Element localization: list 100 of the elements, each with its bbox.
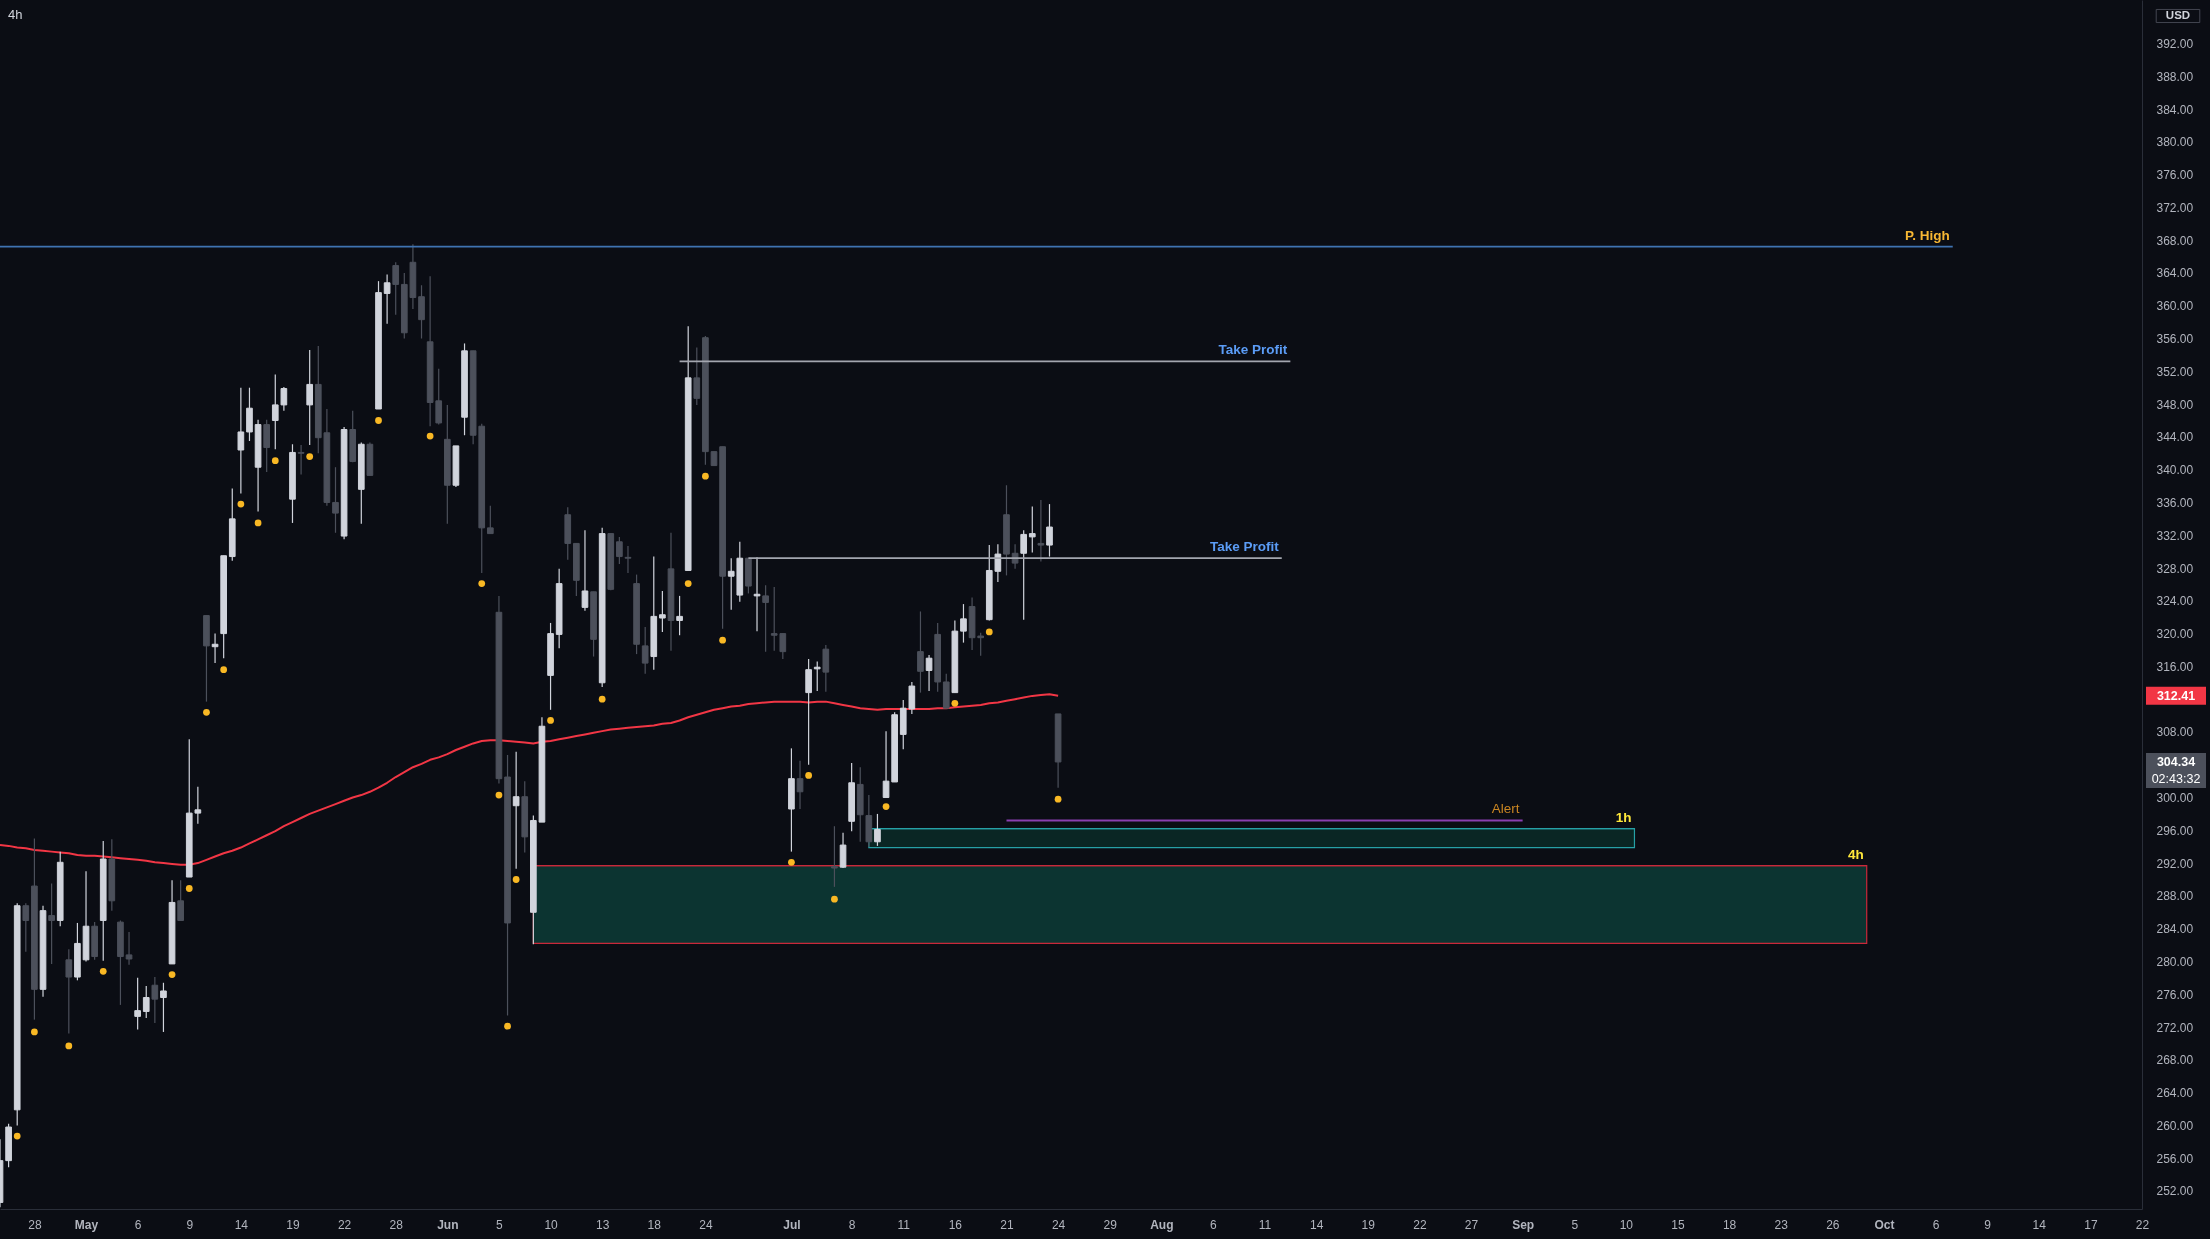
candlestick: [418, 284, 425, 340]
point: [254, 519, 262, 527]
candlestick: [237, 387, 245, 495]
y-tick-label: 380.00: [2156, 135, 2194, 150]
candlestick: [263, 419, 271, 473]
point: [719, 636, 726, 644]
candlestick: [960, 603, 967, 644]
text: 02:43:32: [2151, 771, 2201, 786]
point: [504, 1022, 511, 1030]
y-tick-label: 256.00: [2156, 1151, 2194, 1166]
point: [788, 858, 795, 866]
x-tick-label: 6: [1932, 1217, 1940, 1232]
candlestick: [676, 595, 683, 636]
point: [512, 876, 520, 883]
y-tick-label: 332.00: [2156, 528, 2194, 543]
candlestick: [659, 590, 666, 633]
x-tick-label: 14: [234, 1217, 249, 1232]
point: [185, 885, 193, 892]
candlestick: [1046, 503, 1053, 558]
candlestick: [796, 760, 804, 810]
x-tick-label: 21: [1000, 1217, 1014, 1232]
point: [831, 895, 838, 903]
candlestick: [160, 982, 167, 1033]
y-tick-label: 336.00: [2156, 495, 2194, 510]
x-tick-label: 9: [1984, 1217, 1992, 1232]
point: [271, 457, 279, 465]
x-tick-label: 18: [1722, 1217, 1737, 1232]
y-tick-label: 388.00: [2156, 69, 2194, 84]
point: [702, 472, 709, 480]
candlestick: [925, 654, 933, 692]
candlestick: [624, 545, 632, 574]
candlestick: [383, 273, 391, 325]
series-label: Alert: [1491, 801, 1520, 817]
candlestick: [762, 584, 769, 653]
x-tick-label: 10: [1619, 1217, 1634, 1232]
y-tick-label: 292.00: [2156, 856, 2194, 871]
point: [951, 699, 959, 707]
candlestick: [581, 529, 589, 612]
candlestick: [297, 444, 305, 476]
x-tick-label: Jul: [783, 1217, 801, 1232]
x-tick-label: May: [74, 1217, 99, 1232]
point: [203, 708, 210, 716]
candlestick: [48, 882, 55, 965]
x-tick-label: Aug: [1150, 1217, 1174, 1232]
series-label: 4h: [1847, 846, 1864, 862]
y-tick-label: 288.00: [2156, 889, 2194, 904]
text: 312.41: [2156, 688, 2196, 703]
x-tick-label: 19: [286, 1217, 300, 1232]
x-tick-label: 15: [1671, 1217, 1685, 1232]
x-tick-label: Jun: [437, 1217, 459, 1232]
y-tick-label: 356.00: [2156, 332, 2194, 347]
candlestick: [839, 832, 847, 869]
candlestick: [805, 658, 812, 766]
x-tick-label: 16: [948, 1217, 963, 1232]
candlestick: [753, 556, 761, 632]
point: [99, 967, 107, 975]
x-tick-label: 27: [1464, 1217, 1479, 1232]
point: [598, 695, 606, 703]
x-tick-label: 28: [389, 1217, 404, 1232]
y-tick-label: 308.00: [2156, 725, 2194, 740]
point: [684, 580, 692, 587]
y-tick-label: 316.00: [2156, 659, 2194, 674]
y-tick-label: 328.00: [2156, 561, 2194, 576]
point: [495, 791, 503, 799]
x-tick-label: 22: [1413, 1217, 1427, 1232]
x-tick-label: 11: [897, 1217, 911, 1232]
candlestick: [512, 751, 520, 870]
y-tick-label: 324.00: [2156, 594, 2194, 609]
x-tick-label: 22: [337, 1217, 352, 1232]
candlestick: [1037, 499, 1045, 563]
candlestick: [306, 349, 314, 446]
series-label: Take Profit: [1209, 539, 1280, 555]
point: [1054, 795, 1062, 803]
candlestick: [693, 346, 701, 406]
y-tick-label: 296.00: [2156, 823, 2194, 838]
point: [805, 772, 813, 779]
x-tick-label: 10: [544, 1217, 559, 1232]
text: 304.34: [2156, 754, 2196, 769]
x-tick-label: Sep: [1512, 1217, 1535, 1232]
point: [13, 1132, 21, 1140]
y-tick-label: 348.00: [2156, 397, 2194, 412]
point: [168, 971, 176, 978]
x-tick-label: 24: [699, 1217, 713, 1232]
candlestick: [246, 387, 253, 442]
x-tick-label: Oct: [1874, 1217, 1895, 1232]
y-tick-label: 368.00: [2156, 233, 2194, 248]
candlestick: [142, 985, 150, 1019]
series-label: P. High: [1904, 227, 1950, 243]
x-tick-label: 22: [2135, 1217, 2150, 1232]
point: [65, 1042, 73, 1050]
point: [237, 500, 245, 508]
y-tick-label: 272.00: [2156, 1020, 2194, 1035]
point: [547, 717, 554, 724]
x-tick-label: 17: [2084, 1217, 2098, 1232]
y-tick-label: 364.00: [2156, 266, 2194, 281]
x-tick-label: 24: [1051, 1217, 1066, 1232]
x-tick-label: 6: [1210, 1217, 1218, 1232]
y-tick-label: 268.00: [2156, 1053, 2194, 1068]
candlestick: [822, 644, 830, 693]
y-tick-label: 340.00: [2156, 463, 2194, 478]
